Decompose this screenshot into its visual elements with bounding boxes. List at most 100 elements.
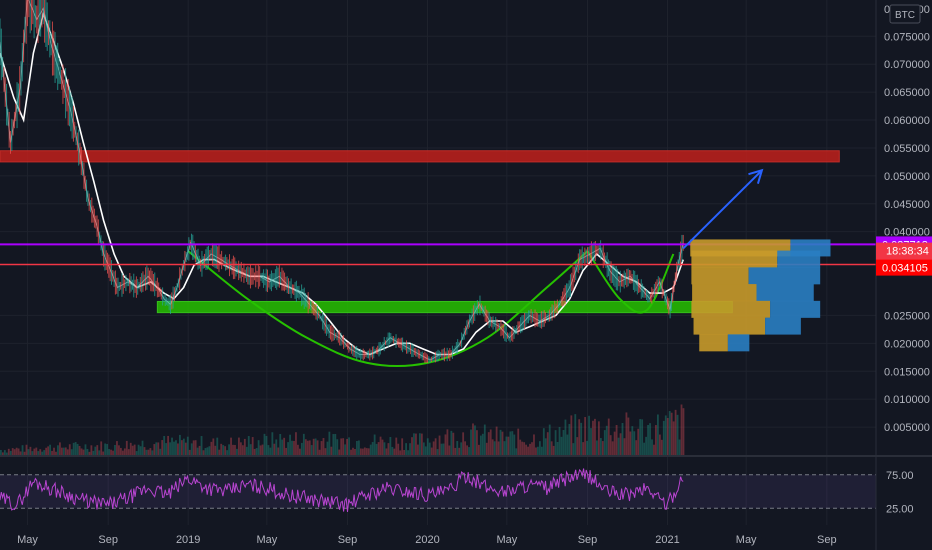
volume-bar (70, 449, 73, 455)
volume-bar (68, 444, 71, 455)
time-axis-tick-label: Sep (817, 534, 837, 546)
volume-bar (381, 439, 384, 455)
volume-bar (165, 443, 168, 455)
volume-bar (401, 438, 404, 455)
volume-bar (5, 452, 8, 455)
volume-bar (464, 441, 467, 455)
volume-bar (432, 441, 435, 455)
volume-bar (596, 440, 598, 455)
volume-profile-bar-a (691, 250, 778, 268)
volume-bar (487, 432, 490, 455)
volume-bar (417, 444, 419, 455)
price-axis-tick-label: 0.040000 (884, 227, 930, 239)
volume-bar (605, 425, 608, 455)
volume-bar (651, 439, 653, 455)
volume-bar (123, 448, 126, 455)
volume-bar (271, 432, 274, 455)
volume-bar (332, 434, 335, 455)
volume-bar (448, 445, 451, 455)
volume-bar (397, 443, 400, 455)
volume-bar (251, 437, 254, 455)
time-axis-tick-label: May (496, 534, 517, 546)
volume-bar (35, 447, 38, 455)
volume-bar (186, 436, 189, 455)
resistance-zone (0, 150, 840, 163)
volume-bar (655, 425, 657, 455)
volume-bar (47, 446, 50, 455)
volume-bar (336, 439, 339, 455)
volume-bar (3, 450, 6, 455)
volume-bar (11, 448, 14, 455)
volume-bar (403, 449, 406, 455)
volume-bar (110, 449, 112, 455)
current-price-badge (876, 259, 932, 276)
volume-bar (171, 437, 173, 455)
volume-bar (515, 448, 518, 455)
volume-bar (538, 441, 541, 455)
volume-bar (259, 445, 262, 455)
volume-bar (238, 437, 240, 455)
volume-bar (261, 444, 264, 455)
volume-bar (511, 431, 514, 455)
volume-bar (643, 442, 646, 455)
volume-bar (578, 419, 581, 455)
volume-profile-bar-a (692, 284, 757, 302)
volume-bar (560, 436, 563, 455)
volume-bar (527, 446, 529, 455)
volume-bar (236, 448, 238, 455)
volume-bar (55, 451, 57, 455)
volume-bar (275, 439, 278, 455)
volume-bar (149, 448, 152, 455)
volume-bar (253, 448, 256, 455)
volume-bar (369, 444, 372, 455)
volume-bar (226, 450, 229, 455)
volume-bar (375, 443, 378, 455)
volume-bar (450, 430, 453, 455)
volume-bar (53, 447, 55, 455)
price-axis-tick-label: 0.020000 (884, 338, 930, 350)
volume-bar (458, 447, 461, 455)
volume-bar (157, 442, 160, 455)
time-axis-tick-label: May (256, 534, 277, 546)
volume-bar (676, 414, 679, 455)
time-axis-tick-label: May (17, 534, 38, 546)
volume-bar (373, 434, 376, 455)
volume-bar (29, 446, 32, 455)
volume-bar (503, 441, 506, 455)
volume-bar (653, 444, 655, 455)
projection-arrow-shaft (682, 169, 763, 250)
volume-bar (649, 423, 651, 455)
volume-bar (293, 440, 295, 455)
volume-bar (609, 435, 612, 455)
volume-bar (521, 441, 524, 455)
volume-bar (570, 415, 573, 455)
volume-bar (647, 424, 649, 455)
volume-bar (619, 433, 622, 455)
volume-profile-bar-b (765, 317, 801, 335)
volume-bar (192, 440, 195, 455)
volume-bar (92, 450, 95, 455)
volume-bar (460, 442, 463, 455)
volume-bar (438, 435, 441, 455)
volume-bar (672, 421, 675, 455)
volume-bar (324, 448, 327, 455)
volume-bar (440, 443, 443, 455)
volume-bar (562, 429, 565, 455)
volume-bar (1, 452, 4, 455)
volume-bar (576, 437, 579, 455)
rsi-axis-label: 25.00 (886, 503, 914, 515)
volume-bar (118, 445, 120, 455)
volume-bar (367, 448, 370, 455)
volume-bar (39, 449, 42, 455)
volume-bar (306, 440, 309, 455)
volume-bar (334, 433, 337, 455)
volume-bar (344, 444, 347, 455)
volume-profile-bar-b (777, 250, 821, 268)
volume-bar (131, 445, 134, 455)
volume-bar (446, 429, 449, 455)
volume-bar (80, 448, 83, 455)
currency-badge[interactable] (889, 4, 921, 24)
volume-bar (428, 442, 431, 455)
volume-bar (340, 438, 343, 455)
